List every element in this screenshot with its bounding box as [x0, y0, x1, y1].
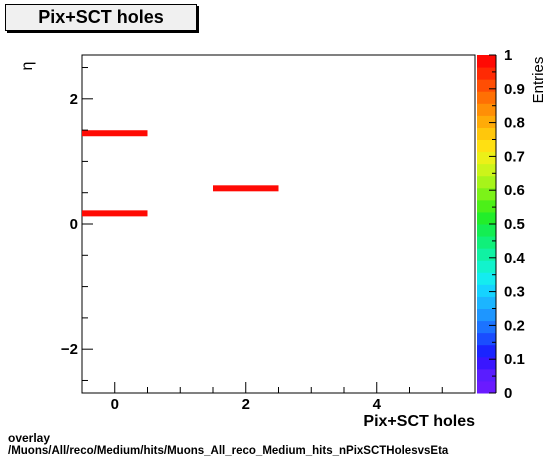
y-tick-label: 0 [70, 216, 78, 233]
colorbar-segment [477, 272, 496, 285]
colorbar-segment [477, 224, 496, 237]
colorbar-tick-label: 0.2 [504, 317, 525, 334]
colorbar-segment [477, 248, 496, 261]
colorbar-segment [477, 332, 496, 346]
colorbar-segment [477, 211, 496, 225]
colorbar-tick-label: 0 [504, 385, 512, 402]
colorbar-segment [477, 199, 496, 213]
colorbar-segment [477, 103, 496, 116]
plot-title: Pix+SCT holes [5, 4, 197, 31]
heatmap-cell [82, 130, 148, 137]
colorbar-tick-label: 0.7 [504, 148, 525, 165]
colorbar-segment [477, 236, 496, 249]
colorbar-segment [477, 368, 496, 382]
colorbar-segment [477, 356, 496, 370]
colorbar-segment [477, 344, 496, 358]
x-tick-label: 0 [111, 396, 119, 413]
colorbar-tick-label: 0.1 [504, 351, 525, 368]
colorbar-segment [477, 320, 496, 334]
y-tick-label: 2 [70, 91, 78, 108]
colorbar-segment [477, 55, 496, 68]
y-axis-label: η [19, 62, 36, 71]
colorbar-tick-label: 0.3 [504, 284, 525, 301]
colorbar-segment [477, 260, 496, 273]
colorbar-segment [477, 127, 496, 140]
colorbar-tick-label: 0.6 [504, 182, 525, 199]
chart-canvas: 0 2 4 −2 0 2 0 0.1 0.2 0.3 0.4 0.5 0.6 0.7 0.8 0.9 1 Pi… [19, 47, 546, 430]
colorbar-segment [477, 380, 496, 394]
footer-overlay-label: overlay [8, 431, 51, 445]
x-tick-label: 2 [242, 396, 250, 413]
colorbar-segment [477, 163, 496, 177]
x-tick-label: 4 [373, 396, 382, 413]
y-tick-label: −2 [61, 341, 78, 358]
colorbar-segment [477, 91, 496, 104]
colorbar-segment [477, 284, 496, 297]
colorbar-tick-label: 0.9 [504, 81, 525, 98]
plot-frame [81, 54, 476, 394]
colorbar-segment [477, 139, 496, 153]
colorbar-tick-label: 1 [504, 47, 512, 64]
colorbar-tick-label: 0.4 [504, 250, 526, 267]
colorbar-tick-label: 0.5 [504, 216, 525, 233]
heatmap-cell [82, 210, 148, 217]
colorbar-tick-label: 0.8 [504, 115, 525, 132]
colorbar-label: Entries [530, 57, 546, 104]
colorbar-segment [477, 187, 496, 201]
colorbar-segment [477, 79, 496, 92]
colorbar-segment [477, 151, 496, 165]
heatmap-cell [213, 185, 279, 192]
colorbar-segment [477, 175, 496, 189]
colorbar-segment [477, 308, 496, 322]
colorbar-segment [477, 115, 496, 128]
colorbar-segment [477, 296, 496, 309]
x-axis-label: Pix+SCT holes [363, 413, 475, 430]
footer-histogram-path: /Muons/All/reco/Medium/hits/Muons_All_re… [8, 445, 449, 457]
colorbar-segment [477, 67, 496, 80]
